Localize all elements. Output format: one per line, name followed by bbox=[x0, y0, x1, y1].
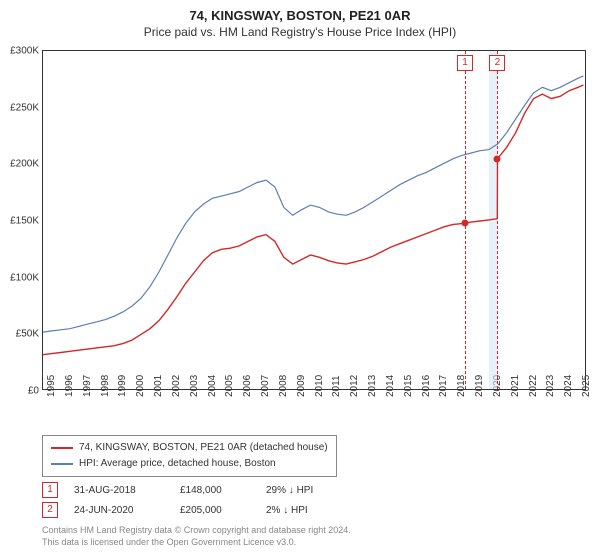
chart-area: £0£50K£100K£150K£200K£250K£300K199519961… bbox=[42, 50, 586, 390]
legend-label: HPI: Average price, detached house, Bost… bbox=[79, 456, 276, 472]
y-tick-label: £0 bbox=[3, 386, 39, 397]
y-tick-label: £200K bbox=[3, 159, 39, 170]
y-tick-label: £150K bbox=[3, 216, 39, 227]
event-diff: 2% ↓ HPI bbox=[266, 505, 346, 516]
y-tick-label: £50K bbox=[3, 329, 39, 340]
legend: 74, KINGSWAY, BOSTON, PE21 0AR (detached… bbox=[42, 435, 337, 477]
events-table: 1 31-AUG-2018 £148,000 29% ↓ HPI 2 24-JUN-202… bbox=[42, 480, 346, 520]
event-date: 24-JUN-2020 bbox=[74, 505, 164, 516]
chart-title: 74, KINGSWAY, BOSTON, PE21 0AR bbox=[0, 0, 600, 23]
event-price: £148,000 bbox=[180, 485, 250, 496]
event-row: 1 31-AUG-2018 £148,000 29% ↓ HPI bbox=[42, 480, 346, 500]
data-marker bbox=[494, 155, 501, 162]
event-badge: 2 bbox=[42, 502, 58, 518]
legend-swatch bbox=[51, 463, 73, 465]
event-diff: 29% ↓ HPI bbox=[266, 485, 346, 496]
legend-row: 74, KINGSWAY, BOSTON, PE21 0AR (detached… bbox=[51, 440, 328, 456]
legend-label: 74, KINGSWAY, BOSTON, PE21 0AR (detached… bbox=[79, 440, 328, 456]
event-date: 31-AUG-2018 bbox=[74, 485, 164, 496]
data-marker bbox=[462, 220, 469, 227]
chart-subtitle: Price paid vs. HM Land Registry's House … bbox=[0, 23, 600, 43]
event-badge: 1 bbox=[42, 482, 58, 498]
plot-area: £0£50K£100K£150K£200K£250K£300K199519961… bbox=[42, 50, 586, 390]
y-tick-label: £100K bbox=[3, 272, 39, 283]
footer-line: Contains HM Land Registry data © Crown c… bbox=[42, 524, 351, 536]
series-line bbox=[43, 85, 583, 355]
legend-row: HPI: Average price, detached house, Bost… bbox=[51, 456, 328, 472]
chart-container: 74, KINGSWAY, BOSTON, PE21 0AR Price pai… bbox=[0, 0, 600, 560]
series-line bbox=[43, 76, 583, 332]
series-svg bbox=[43, 51, 587, 391]
event-price: £205,000 bbox=[180, 505, 250, 516]
legend-swatch bbox=[51, 447, 73, 449]
footer-line: This data is licensed under the Open Gov… bbox=[42, 536, 351, 548]
footer-attribution: Contains HM Land Registry data © Crown c… bbox=[42, 524, 351, 548]
y-tick-label: £300K bbox=[3, 46, 39, 57]
event-row: 2 24-JUN-2020 £205,000 2% ↓ HPI bbox=[42, 500, 346, 520]
y-tick-label: £250K bbox=[3, 102, 39, 113]
